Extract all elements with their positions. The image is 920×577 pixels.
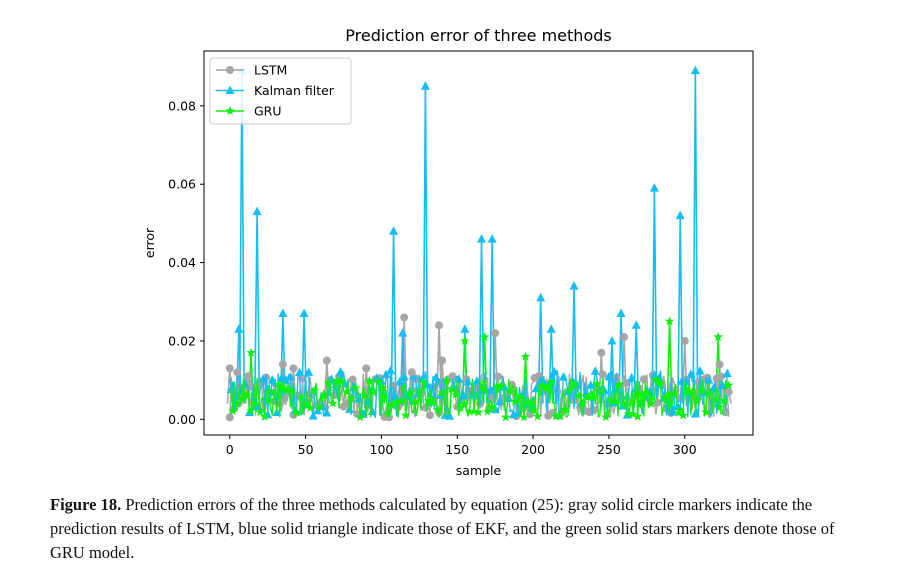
- x-tick-label: 100: [370, 442, 394, 457]
- noise-marker: [472, 376, 482, 385]
- gru-point: [520, 351, 531, 361]
- lstm-point: [491, 329, 500, 338]
- kalman-filter-point: [477, 234, 487, 243]
- noise-marker: [627, 372, 637, 382]
- kalman-filter-point: [607, 335, 617, 345]
- legend-label-gru: GRU: [254, 104, 282, 119]
- point-layer: [225, 65, 733, 396]
- lstm-point: [400, 313, 409, 322]
- kalman-filter-point: [690, 65, 700, 75]
- kalman-filter-point: [616, 308, 626, 318]
- legend: LSTM Kalman filter GRU: [209, 57, 352, 125]
- kalman-filter-point: [487, 234, 497, 243]
- lstm-point: [233, 368, 242, 377]
- kalman-filter-point: [398, 328, 408, 337]
- noise-marker: [590, 366, 600, 375]
- kalman-filter-point: [252, 206, 262, 216]
- lstm-point: [435, 321, 444, 330]
- lstm-point: [715, 360, 724, 369]
- lstm-point: [620, 333, 629, 342]
- legend-box: [209, 57, 352, 125]
- noise-marker: [463, 377, 473, 386]
- y-tick-label: 0.08: [168, 98, 196, 113]
- gru-point: [479, 332, 490, 342]
- gru-point: [460, 336, 470, 345]
- lstm-point: [289, 364, 298, 373]
- lstm-point: [362, 364, 371, 373]
- x-tick-label: 300: [673, 442, 697, 457]
- noise-marker: [724, 380, 734, 390]
- lstm-point: [680, 336, 689, 345]
- noise-layer: [225, 365, 734, 422]
- noise-marker: [695, 366, 705, 375]
- lstm-point: [438, 356, 447, 365]
- kalman-filter-point: [278, 308, 288, 318]
- gru-point: [664, 316, 675, 326]
- kalman-filter-point: [546, 324, 556, 333]
- legend-marker-kalman-filter: [225, 85, 235, 94]
- x-tick-label: 150: [445, 442, 469, 457]
- noise-marker: [386, 365, 396, 375]
- lstm-point: [597, 348, 606, 357]
- legend-marker-gru: [225, 106, 235, 115]
- lstm-point: [225, 364, 234, 373]
- kalman-filter-point: [389, 226, 399, 235]
- x-tick-label: 50: [298, 442, 314, 457]
- y-tick-label: 0.00: [168, 412, 196, 427]
- lstm-point: [278, 360, 287, 369]
- gru-point: [246, 347, 256, 357]
- lstm-point: [724, 387, 733, 396]
- kalman-filter-point: [649, 183, 659, 192]
- y-tick-label: 0.04: [168, 255, 196, 270]
- x-tick-label: 200: [521, 442, 545, 457]
- legend-marker-lstm: [226, 66, 234, 74]
- gru-point: [713, 332, 723, 342]
- kalman-filter-point: [420, 81, 430, 90]
- lstm-point: [243, 372, 252, 381]
- caption-text: Prediction errors of the three methods c…: [50, 495, 835, 562]
- kalman-filter-point: [536, 292, 546, 302]
- noise-marker: [399, 372, 409, 381]
- x-tick-label: 250: [597, 442, 621, 457]
- kalman-filter-point: [631, 320, 641, 329]
- plot-frame: [203, 50, 754, 436]
- lstm-point: [322, 356, 331, 365]
- noise-line: [229, 377, 730, 418]
- kalman-filter-point: [299, 308, 309, 318]
- chart-container: 0 50 100 150 200 250 300 0.00 0.02 0.04 0.06 0.08 P…: [142, 26, 754, 478]
- y-tick-label: 0.02: [168, 333, 196, 348]
- kalman-filter-point: [234, 324, 244, 333]
- noise-marker: [381, 369, 391, 379]
- chart-title: Prediction error of three methods: [345, 26, 611, 45]
- lstm-point: [407, 368, 416, 377]
- error-chart: 0 50 100 150 200 250 300 0.00 0.02 0.04 0.06 0.08 P…: [142, 26, 754, 478]
- y-tick-label: 0.06: [168, 177, 196, 192]
- x-axis-label: sample: [456, 463, 502, 478]
- legend-label-kalman-filter: Kalman filter: [254, 83, 335, 98]
- legend-label-lstm: LSTM: [254, 63, 287, 78]
- x-tick-label: 0: [226, 442, 234, 457]
- axis-layer: 0 50 100 150 200 250 300 0.00 0.02 0.04 0.06 0.08: [168, 98, 697, 457]
- caption-label: Figure 18.: [50, 495, 122, 514]
- y-axis-label: error: [142, 227, 157, 258]
- kalman-filter-point: [460, 324, 470, 333]
- kalman-filter-point: [569, 281, 579, 290]
- figure-caption: Figure 18. Prediction errors of the thre…: [50, 493, 870, 565]
- kalman-filter-point: [675, 210, 685, 220]
